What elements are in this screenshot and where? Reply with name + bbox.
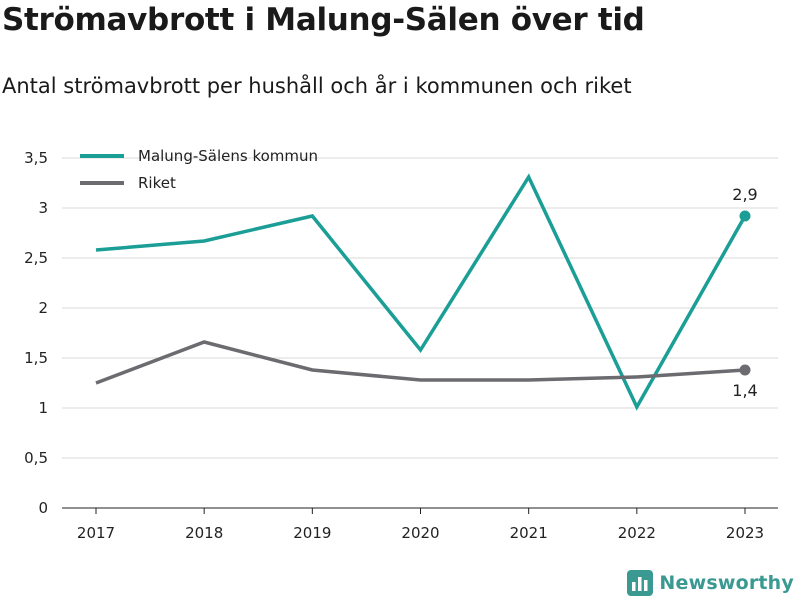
y-tick-label: 1	[38, 399, 48, 417]
x-tick-label: 2020	[401, 524, 439, 542]
legend-label: Riket	[138, 174, 176, 192]
chart-subtitle: Antal strömavbrott per hushåll och år i …	[2, 74, 632, 98]
y-tick-label: 2,5	[24, 249, 48, 267]
bar-chart-logo-icon	[627, 570, 654, 596]
series-line-1	[95, 340, 746, 385]
y-axis-ticks: 0 0,5 1 1,5 2 2,5 3 3,5	[24, 149, 48, 517]
x-tick-label: 2023	[726, 524, 764, 542]
chart-title: Strömavbrott i Malung-Sälen över tid	[2, 2, 645, 38]
series-end-point-1	[739, 364, 751, 376]
x-tick-label: 2019	[293, 524, 331, 542]
gridlines	[62, 157, 778, 509]
data-label-0: 2,9	[732, 185, 757, 204]
x-axis-ticks: 2017 2018 2019 2020 2021 2022 2023	[77, 508, 764, 542]
y-tick-label: 2	[38, 299, 48, 317]
y-tick-label: 0	[38, 499, 48, 517]
data-label-1: 1,4	[732, 381, 757, 400]
legend: Malung-Sälens kommun Riket	[80, 147, 318, 192]
x-tick-label: 2022	[618, 524, 656, 542]
brand-logo: Newsworthy	[627, 570, 794, 596]
x-tick-label: 2021	[510, 524, 548, 542]
x-tick-label: 2018	[185, 524, 223, 542]
legend-label: Malung-Sälens kommun	[138, 147, 318, 165]
brand-name: Newsworthy	[659, 572, 794, 594]
y-tick-label: 1,5	[24, 349, 48, 367]
y-tick-label: 3,5	[24, 149, 48, 167]
series-end-point-0	[739, 210, 751, 222]
x-tick-label: 2017	[77, 524, 115, 542]
series-line-0	[95, 173, 747, 411]
y-tick-label: 3	[38, 199, 48, 217]
y-tick-label: 0,5	[24, 449, 48, 467]
series-lines: 2,9 1,4	[95, 173, 758, 411]
